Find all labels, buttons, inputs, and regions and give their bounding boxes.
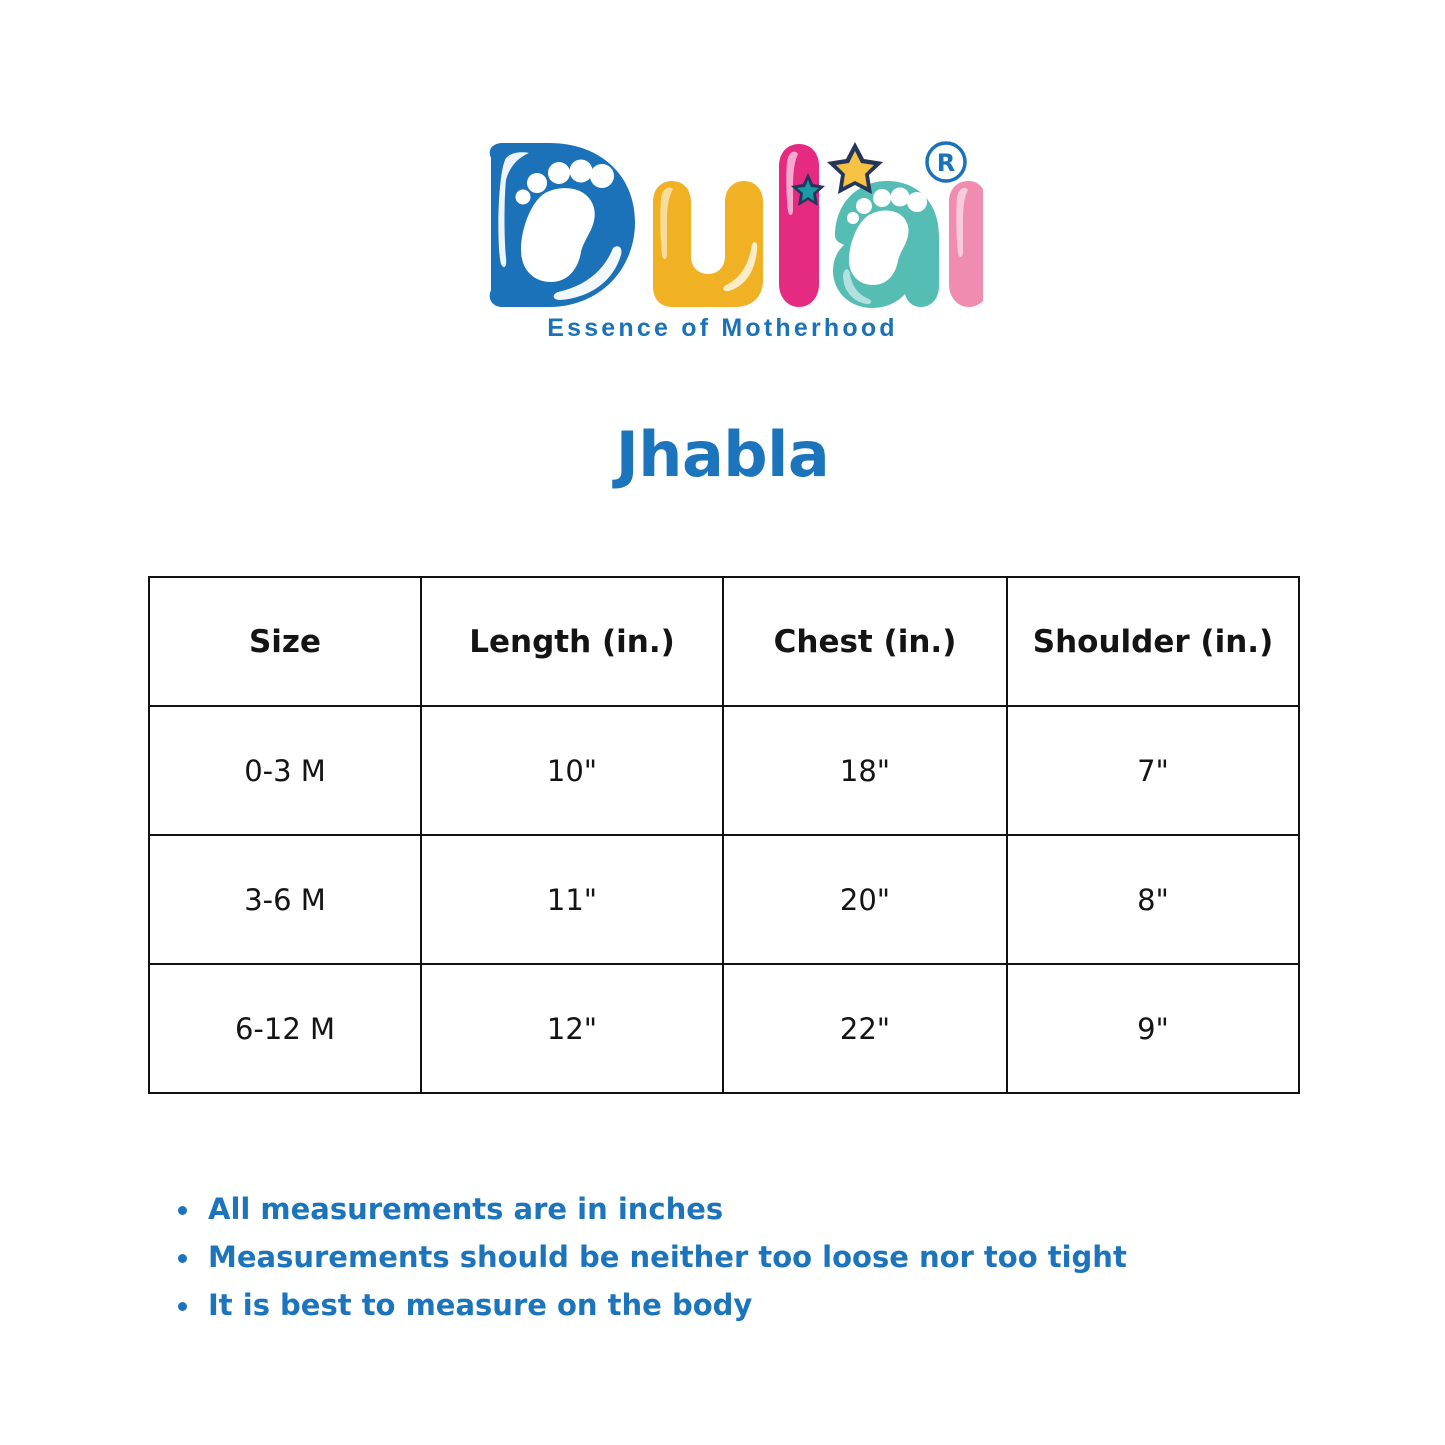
column-header-chest: Chest (in.)	[722, 576, 1008, 707]
note-text: It is best to measure on the body	[208, 1288, 753, 1322]
list-item: All measurements are in inches	[176, 1185, 1296, 1233]
table-row: 0-3 M 10" 18" 7"	[148, 705, 1300, 836]
note-text: All measurements are in inches	[208, 1192, 724, 1226]
brand-tagline: Essence of Motherhood	[547, 314, 898, 342]
note-text: Measurements should be neither too loose…	[208, 1240, 1127, 1274]
table-row: 6-12 M 12" 22" 9"	[148, 963, 1300, 1094]
bullet-icon	[178, 1206, 187, 1215]
column-header-shoulder: Shoulder (in.)	[1006, 576, 1300, 707]
size-chart-table-container: Size Length (in.) Chest (in.) Shoulder (…	[148, 576, 1300, 1094]
cell-chest: 18"	[722, 705, 1008, 836]
logo-letter-u	[652, 181, 763, 307]
logo-wordmark: R	[463, 140, 983, 312]
bullet-icon	[178, 1302, 187, 1311]
cell-size: 0-3 M	[148, 705, 422, 836]
svg-text:R: R	[936, 149, 954, 177]
size-chart-table: Size Length (in.) Chest (in.) Shoulder (…	[148, 576, 1300, 1094]
brand-logo: R Essence of Motherhood	[0, 140, 1445, 355]
footprint-icon	[515, 159, 614, 282]
bullet-icon	[178, 1254, 187, 1263]
logo-letter-a	[832, 181, 939, 308]
logo-letter-l	[778, 144, 819, 307]
logo-letter-r	[948, 181, 983, 307]
cell-chest: 20"	[722, 834, 1008, 965]
cell-shoulder: 9"	[1006, 963, 1300, 1094]
cell-length: 11"	[420, 834, 724, 965]
cell-size: 6-12 M	[148, 963, 422, 1094]
notes-list: All measurements are in inches Measureme…	[176, 1185, 1296, 1329]
star-large-icon	[826, 142, 883, 194]
cell-size: 3-6 M	[148, 834, 422, 965]
cell-length: 12"	[420, 963, 724, 1094]
star-small-icon	[790, 173, 825, 206]
cell-shoulder: 7"	[1006, 705, 1300, 836]
column-header-size: Size	[148, 576, 422, 707]
table-row: 3-6 M 11" 20" 8"	[148, 834, 1300, 965]
column-header-length: Length (in.)	[420, 576, 724, 707]
page-title: Jhabla	[615, 418, 830, 491]
logo-letter-d	[489, 143, 635, 307]
cell-chest: 22"	[722, 963, 1008, 1094]
list-item: Measurements should be neither too loose…	[176, 1233, 1296, 1281]
cell-shoulder: 8"	[1006, 834, 1300, 965]
list-item: It is best to measure on the body	[176, 1281, 1296, 1329]
table-header-row: Size Length (in.) Chest (in.) Shoulder (…	[148, 576, 1300, 707]
registered-trademark-icon: R	[924, 141, 967, 183]
footprint-icon	[846, 187, 927, 285]
cell-length: 10"	[420, 705, 724, 836]
